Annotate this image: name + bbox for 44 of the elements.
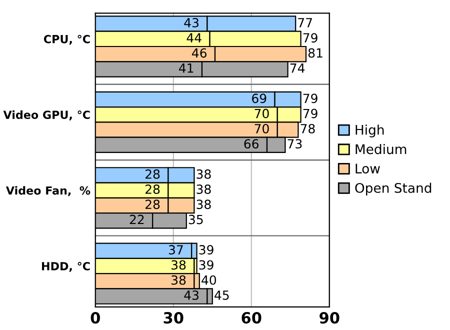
- y-tick-label: CPU, °C: [44, 34, 90, 45]
- data-label: 44: [186, 33, 202, 42]
- total-label: 39: [199, 245, 214, 255]
- y-tick-label: Video Fan, %: [6, 186, 90, 196]
- data-label: 22: [130, 214, 144, 224]
- legend-label: High: [356, 124, 384, 138]
- total-label: 35: [188, 214, 203, 224]
- legend-label: Medium: [356, 144, 406, 154]
- data-label: 37: [168, 245, 183, 255]
- total-label: 79: [303, 108, 318, 118]
- x-tick-label: 30: [164, 312, 184, 324]
- data-label: 69: [252, 94, 266, 104]
- data-label: 38: [172, 260, 186, 270]
- total-label: 74: [290, 64, 305, 73]
- x-tick-label: 90: [320, 312, 340, 324]
- data-label: 70: [254, 124, 269, 134]
- total-label: 39: [199, 260, 214, 270]
- data-label: 70: [254, 108, 269, 118]
- legend-label: Low: [356, 164, 380, 174]
- data-label: 28: [146, 169, 160, 179]
- data-label: 43: [184, 18, 198, 28]
- total-label: 79: [303, 94, 318, 104]
- data-label: 28: [146, 200, 160, 210]
- total-label: 45: [214, 290, 229, 300]
- x-tick-label: 0: [90, 312, 100, 324]
- data-label: 43: [184, 290, 198, 300]
- total-label: 79: [303, 33, 318, 43]
- data-label: 46: [192, 48, 207, 58]
- data-label: 28: [146, 184, 160, 194]
- total-label: 38: [196, 169, 211, 179]
- x-tick-label: 60: [242, 312, 262, 324]
- total-label: 81: [308, 48, 322, 58]
- data-label: 41: [179, 64, 194, 73]
- total-label: 73: [288, 139, 302, 149]
- data-label: 66: [244, 139, 259, 149]
- total-label: 38: [196, 184, 211, 194]
- data-label: 38: [172, 275, 186, 285]
- y-tick-label: HDD, °C: [42, 262, 90, 272]
- total-label: 77: [298, 18, 312, 28]
- total-label: 40: [202, 275, 216, 285]
- y-tick-label: Video GPU, °C: [3, 110, 90, 120]
- total-label: 38: [196, 200, 211, 210]
- total-label: 78: [300, 124, 315, 134]
- legend-label: Open Stand: [355, 182, 432, 196]
